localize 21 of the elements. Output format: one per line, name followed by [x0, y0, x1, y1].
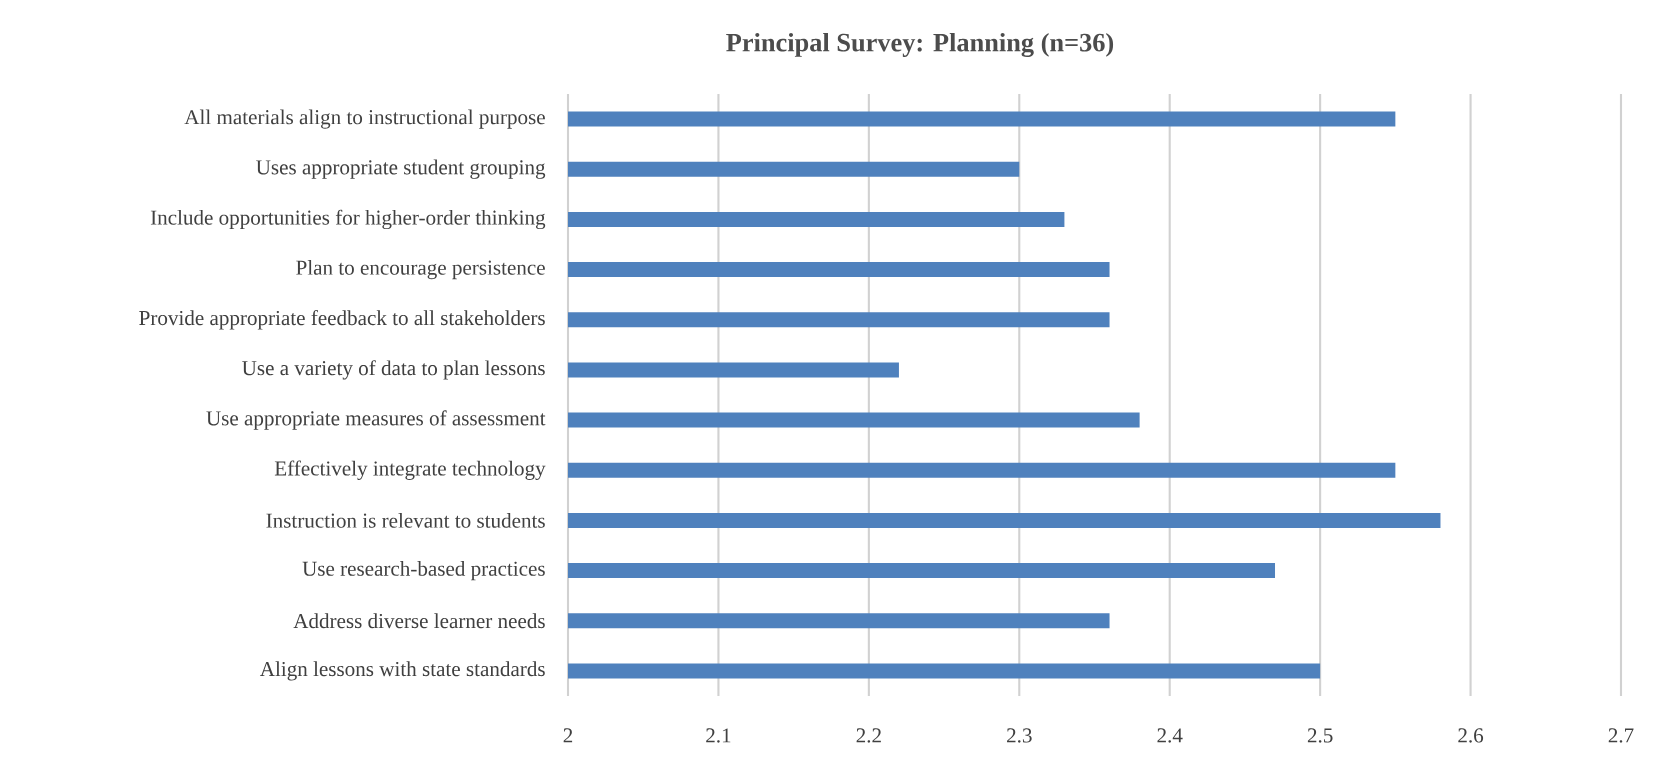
x-tick-label: 2.1: [706, 728, 731, 743]
y-tick-label: Effectively integrate technology: [274, 460, 546, 480]
x-tick-label: 2: [563, 728, 573, 743]
y-tick-label: Uses appropriate student grouping: [256, 159, 546, 179]
x-tick-label: 2.6: [1458, 728, 1484, 743]
y-tick-label: Include opportunities for higher-order thinking: [150, 209, 546, 230]
x-tick-label: 2.4: [1157, 728, 1183, 743]
y-tick-label: Provide appropriate feedback to all stakeholders: [139, 310, 545, 330]
x-tick-label: 2.7: [1608, 728, 1634, 743]
y-tick-label: Use research-based practices: [302, 560, 545, 581]
y-tick-label: Address diverse learner needs: [293, 613, 545, 629]
chart-title: Principal Survey: Planning (n=36): [726, 32, 1114, 58]
y-tick-label: Plan to encourage persistence: [296, 259, 545, 280]
x-tick-label: 2.5: [1307, 728, 1333, 743]
y-tick-label: Align lessons with state standards: [259, 661, 545, 681]
x-tick-label: 2.2: [856, 728, 881, 743]
y-tick-label: All materials align to instructional purpose: [184, 109, 545, 129]
x-tick-label: 2.3: [1007, 728, 1032, 743]
y-tick-label: Use a variety of data to plan lessons: [242, 360, 545, 380]
y-tick-label: Use appropriate measures of assessment: [206, 410, 546, 430]
y-tick-label: Instruction is relevant to students: [266, 512, 545, 528]
